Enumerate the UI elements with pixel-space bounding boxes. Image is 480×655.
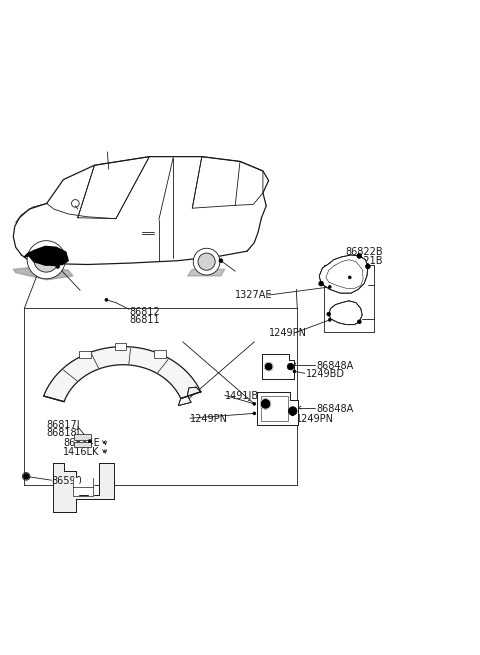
Circle shape xyxy=(260,399,271,409)
Text: 1491JB: 1491JB xyxy=(225,391,259,402)
Text: 1249PN: 1249PN xyxy=(296,414,334,424)
Text: 86812: 86812 xyxy=(129,307,160,317)
Polygon shape xyxy=(53,463,114,512)
Polygon shape xyxy=(329,301,362,325)
Polygon shape xyxy=(13,267,73,280)
Circle shape xyxy=(348,276,351,279)
Circle shape xyxy=(293,370,296,373)
Polygon shape xyxy=(24,246,68,265)
Text: 86848A: 86848A xyxy=(316,403,354,413)
Text: 1249PN: 1249PN xyxy=(190,414,228,424)
Bar xyxy=(115,343,126,350)
Circle shape xyxy=(193,248,220,275)
Circle shape xyxy=(319,281,324,286)
Circle shape xyxy=(327,312,331,316)
Text: 86817J: 86817J xyxy=(47,421,80,430)
Bar xyxy=(261,396,288,421)
Text: 1249BD: 1249BD xyxy=(306,369,345,379)
Polygon shape xyxy=(89,477,94,496)
Circle shape xyxy=(27,240,65,279)
Circle shape xyxy=(358,320,361,324)
Circle shape xyxy=(105,299,108,301)
Polygon shape xyxy=(179,387,201,405)
Text: 86834E: 86834E xyxy=(63,438,100,448)
Circle shape xyxy=(288,407,297,415)
Polygon shape xyxy=(73,477,78,496)
Text: 86818J: 86818J xyxy=(47,428,80,438)
Circle shape xyxy=(253,402,256,405)
Circle shape xyxy=(253,412,256,415)
Text: 86822B: 86822B xyxy=(345,247,383,257)
Circle shape xyxy=(88,440,91,443)
Circle shape xyxy=(328,286,331,288)
Circle shape xyxy=(365,264,370,269)
Circle shape xyxy=(24,474,29,479)
Polygon shape xyxy=(44,346,201,402)
Circle shape xyxy=(34,248,59,272)
Circle shape xyxy=(40,254,52,265)
Bar xyxy=(74,434,91,440)
Circle shape xyxy=(198,253,215,271)
Text: 1416LK: 1416LK xyxy=(63,447,100,457)
Polygon shape xyxy=(262,354,294,379)
Bar xyxy=(79,350,91,358)
Circle shape xyxy=(287,364,294,370)
Circle shape xyxy=(357,253,362,258)
Circle shape xyxy=(56,265,60,269)
Text: 1327AE: 1327AE xyxy=(235,290,273,300)
Text: 86590: 86590 xyxy=(51,476,82,486)
Circle shape xyxy=(328,318,331,322)
Polygon shape xyxy=(319,255,368,293)
Text: 86821B: 86821B xyxy=(345,255,383,266)
Text: 86811: 86811 xyxy=(129,315,160,325)
Circle shape xyxy=(291,413,294,416)
Polygon shape xyxy=(73,484,94,489)
Circle shape xyxy=(219,259,223,263)
Bar xyxy=(74,441,91,447)
Polygon shape xyxy=(257,392,298,425)
Bar xyxy=(155,350,166,358)
Polygon shape xyxy=(188,269,225,276)
Text: 1249PN: 1249PN xyxy=(269,328,307,338)
Circle shape xyxy=(264,362,273,371)
Text: 86848A: 86848A xyxy=(316,361,354,371)
